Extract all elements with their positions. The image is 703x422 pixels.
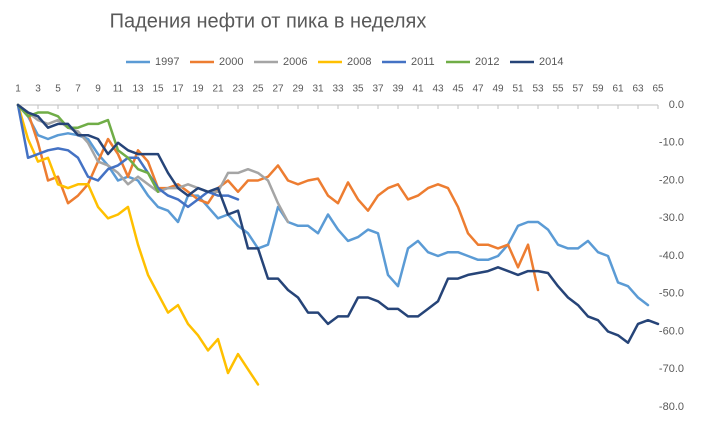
x-tick-label: 33	[332, 84, 344, 95]
legend-label: 2006	[283, 56, 307, 68]
x-tick-label: 7	[75, 84, 81, 95]
x-tick-label: 39	[392, 84, 404, 95]
y-tick-label: -50.0	[659, 288, 684, 300]
y-tick-label: -20.0	[659, 174, 684, 186]
legend-label: 2000	[219, 56, 243, 68]
x-tick-label: 1	[15, 84, 21, 95]
y-tick-label: -10.0	[659, 137, 684, 149]
x-tick-label: 17	[172, 84, 184, 95]
x-tick-label: 23	[232, 84, 244, 95]
x-tick-label: 37	[372, 84, 384, 95]
x-tick-label: 29	[292, 84, 304, 95]
y-tick-label: -70.0	[659, 363, 684, 375]
x-tick-label: 21	[212, 84, 224, 95]
series-line	[16, 103, 260, 386]
x-tick-label: 45	[452, 84, 464, 95]
x-tick-label: 11	[113, 84, 124, 95]
series-line	[16, 103, 290, 224]
x-tick-label: 41	[412, 84, 424, 95]
x-tick-label: 3	[35, 84, 41, 95]
series-line	[16, 103, 540, 292]
legend-label: 2012	[475, 56, 499, 68]
y-tick-label: -60.0	[659, 325, 684, 337]
x-tick-label: 47	[472, 84, 484, 95]
x-tick-label: 19	[192, 84, 204, 95]
x-tick-label: 43	[432, 84, 444, 95]
legend-label: 2008	[347, 56, 371, 68]
x-tick-label: 61	[612, 84, 624, 95]
x-tick-label: 5	[55, 84, 61, 95]
x-tick-label: 59	[592, 84, 604, 95]
x-tick-label: 65	[652, 84, 664, 95]
x-tick-label: 57	[572, 84, 584, 95]
legend-label: 1997	[155, 56, 179, 68]
x-tick-label: 63	[632, 84, 644, 95]
x-tick-label: 31	[312, 84, 324, 95]
legend-label: 2011	[411, 56, 435, 68]
x-tick-label: 27	[272, 84, 284, 95]
series-line	[16, 103, 660, 345]
y-tick-label: -30.0	[659, 212, 684, 224]
x-tick-label: 55	[552, 84, 564, 95]
x-tick-label: 25	[252, 84, 264, 95]
series-line	[16, 103, 160, 194]
x-tick-label: 15	[152, 84, 164, 95]
x-tick-label: 35	[352, 84, 364, 95]
x-tick-label: 9	[95, 84, 101, 95]
chart-title: Падения нефти от пика в неделях	[110, 10, 427, 32]
legend-label: 2014	[539, 56, 563, 68]
x-tick-label: 51	[512, 84, 524, 95]
x-tick-label: 53	[532, 84, 544, 95]
x-tick-label: 49	[492, 84, 504, 95]
y-tick-label: -80.0	[659, 401, 684, 413]
y-tick-label: 0.0	[669, 99, 684, 111]
x-tick-label: 13	[132, 84, 144, 95]
y-tick-label: -40.0	[659, 250, 684, 262]
